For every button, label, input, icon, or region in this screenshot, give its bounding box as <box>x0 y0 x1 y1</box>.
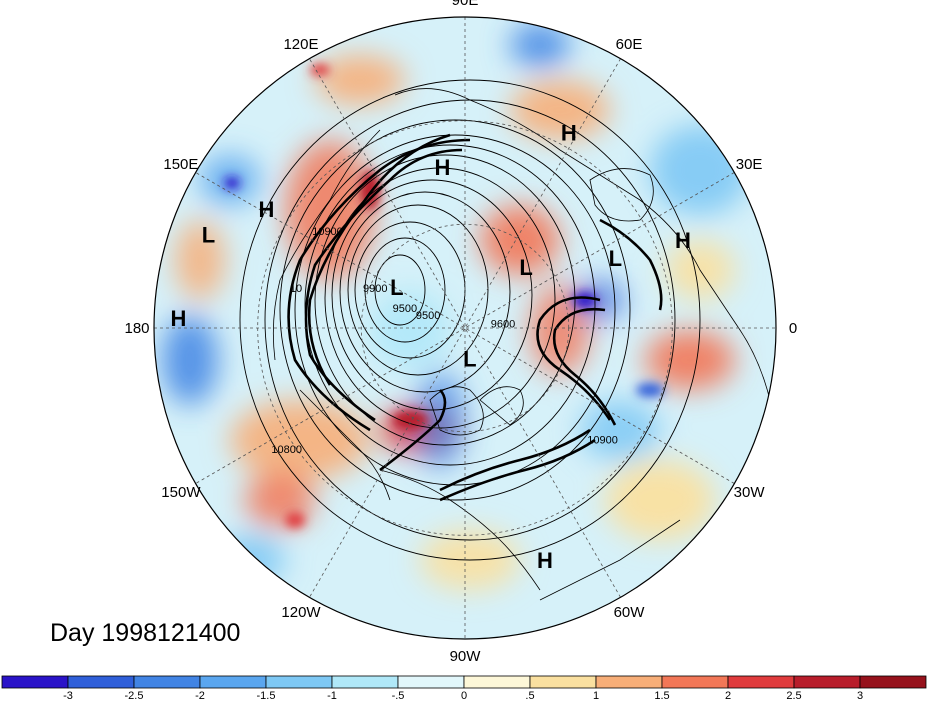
longitude-label: 30E <box>736 156 763 173</box>
low-pressure-label: L <box>519 255 532 280</box>
high-pressure-label: H <box>259 197 275 222</box>
colorbar-box <box>463 675 531 689</box>
colorbar-tick-label: 3 <box>857 690 863 702</box>
high-pressure-label: H <box>537 548 553 573</box>
contour-value-label: 10900 <box>587 435 618 447</box>
graticule <box>154 17 776 639</box>
high-pressure-label: H <box>675 228 691 253</box>
colorbar-tick-label: .5 <box>525 690 534 702</box>
colorbar-box <box>1 675 69 689</box>
colorbar-tick-label: -1 <box>327 690 337 702</box>
colorbar-tick-label: 2.5 <box>786 690 801 702</box>
high-pressure-label: H <box>170 306 186 331</box>
colorbar-tick-label: -1.5 <box>257 690 276 702</box>
colorbar-box <box>331 675 399 689</box>
contour-value-label: 9900 <box>363 283 387 295</box>
colorbar-box <box>67 675 135 689</box>
longitude-labels: 90E 60E 30E 0 30W 60W 90W 120W 150W 180 150E 120E <box>124 0 797 665</box>
low-pressure-label: L <box>202 223 215 248</box>
colorbar-box <box>595 675 663 689</box>
high-pressure-label: H <box>434 155 450 180</box>
colorbar: -3 -2.5 -2 -1.5 -1 -.5 0 .5 1 1.5 2 2.5 3 <box>1 675 927 702</box>
colorbar-box <box>133 675 201 689</box>
longitude-label: 150E <box>163 156 198 173</box>
colorbar-box <box>661 675 729 689</box>
colorbar-box <box>397 675 465 689</box>
colorbar-tick-label: -.5 <box>392 690 405 702</box>
low-pressure-label: L <box>463 347 476 372</box>
anomaly-detail <box>224 64 664 528</box>
contour-value-label: 10 <box>290 283 302 295</box>
high-pressure-label: H <box>561 121 577 146</box>
contour-value-label: 10900 <box>312 226 343 238</box>
longitude-label: 150W <box>161 484 201 501</box>
colorbar-tick-labels: -3 -2.5 -2 -1.5 -1 -.5 0 .5 1 1.5 2 2.5 3 <box>63 690 863 702</box>
longitude-label: 120E <box>283 36 318 53</box>
low-pressure-label: L <box>390 275 403 300</box>
colorbar-tick-label: 1 <box>593 690 599 702</box>
colorbar-boxes <box>1 675 927 689</box>
longitude-label: 60W <box>614 604 646 621</box>
colorbar-tick-label: 2 <box>725 690 731 702</box>
contour-value-label: 9500 <box>393 303 417 315</box>
day-title: Day 1998121400 <box>50 619 241 647</box>
colorbar-tick-label: -2 <box>195 690 205 702</box>
longitude-label: 120W <box>281 604 321 621</box>
colorbar-box <box>529 675 597 689</box>
colorbar-box <box>265 675 333 689</box>
colorbar-tick-label: -2.5 <box>125 690 144 702</box>
longitude-label: 30W <box>734 484 766 501</box>
low-pressure-label: L <box>609 246 622 271</box>
jet-stream-contours <box>287 133 663 502</box>
longitude-label: 60E <box>616 36 643 53</box>
height-contours <box>239 79 701 561</box>
colorbar-tick-label: 0 <box>461 690 467 702</box>
map-disk <box>154 17 776 639</box>
colorbar-box <box>793 675 861 689</box>
map-border <box>153 16 777 640</box>
colorbar-tick-label: 1.5 <box>654 690 669 702</box>
longitude-label: 0 <box>789 320 797 337</box>
pressure-center-labels: H H H H H H L L L L L <box>170 121 690 573</box>
colorbar-box <box>859 675 927 689</box>
contour-value-label: 9600 <box>491 318 515 330</box>
contour-value-label: 10800 <box>271 444 302 456</box>
longitude-label: 90E <box>452 0 479 9</box>
colorbar-tick-label: -3 <box>63 690 73 702</box>
colorbar-box <box>727 675 795 689</box>
colorbar-box <box>199 675 267 689</box>
longitude-label: 90W <box>450 648 482 665</box>
contour-value-label: 9500 <box>416 310 440 322</box>
longitude-label: 180 <box>124 320 149 337</box>
